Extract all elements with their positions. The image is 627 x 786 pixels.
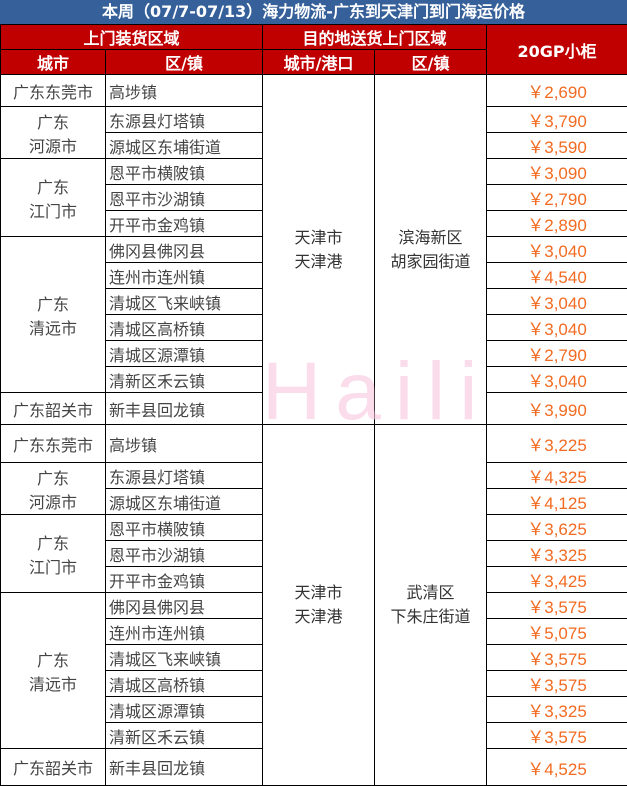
price-cell: ￥5,075 [487, 619, 627, 645]
town-cell: 新丰县回龙镇 [106, 393, 263, 425]
city-cell: 广东河源市 [1, 463, 106, 515]
price-header: 20GP小柜 [487, 25, 627, 75]
dest-town-cell: 武清区下朱庄街道 [375, 425, 487, 786]
price-cell: ￥3,590 [487, 133, 627, 159]
town-cell: 连州市连州镇 [106, 263, 263, 289]
town-cell: 清城区源潭镇 [106, 697, 263, 723]
town-cell: 清城区源潭镇 [106, 341, 263, 367]
price-cell: ￥2,890 [487, 211, 627, 237]
town-cell: 恩平市横陂镇 [106, 515, 263, 541]
town-cell: 佛冈县佛冈县 [106, 237, 263, 263]
dest-city-cell: 天津市天津港 [263, 75, 375, 425]
city-cell: 广东韶关市 [1, 749, 106, 786]
price-cell: ￥3,325 [487, 697, 627, 723]
town-header: 区/镇 [106, 50, 263, 75]
price-cell: ￥3,790 [487, 107, 627, 133]
town-cell: 恩平市横陂镇 [106, 159, 263, 185]
town-cell: 恩平市沙湖镇 [106, 541, 263, 567]
town-cell: 开平市金鸡镇 [106, 567, 263, 593]
pickup-area-header: 上门装货区域 [1, 25, 263, 50]
town-cell: 新丰县回龙镇 [106, 749, 263, 786]
town-cell: 源城区东埔街道 [106, 489, 263, 515]
dest-area-header: 目的地送货上门区域 [263, 25, 487, 50]
page-title: 本周（07/7-07/13）海力物流-广东到天津门到门海运价格 [0, 0, 627, 24]
town-cell: 清新区禾云镇 [106, 723, 263, 749]
price-cell: ￥3,990 [487, 393, 627, 425]
price-cell: ￥3,425 [487, 567, 627, 593]
town-cell: 高埗镇 [106, 75, 263, 107]
dest-city-header: 城市/港口 [263, 50, 375, 75]
price-cell: ￥3,040 [487, 289, 627, 315]
price-cell: ￥4,125 [487, 489, 627, 515]
price-cell: ￥2,790 [487, 185, 627, 211]
table-row: 广东东莞市高埗镇天津市天津港滨海新区胡家园街道￥2,690 [1, 75, 627, 107]
city-cell: 广东清远市 [1, 237, 106, 393]
price-cell: ￥3,040 [487, 237, 627, 263]
dest-town-cell: 滨海新区胡家园街道 [375, 75, 487, 425]
city-header: 城市 [1, 50, 106, 75]
town-cell: 清新区禾云镇 [106, 367, 263, 393]
price-cell: ￥4,540 [487, 263, 627, 289]
price-cell: ￥3,575 [487, 671, 627, 697]
city-cell: 广东韶关市 [1, 393, 106, 425]
city-cell: 广东东莞市 [1, 75, 106, 107]
price-cell: ￥3,040 [487, 367, 627, 393]
city-cell: 广东东莞市 [1, 425, 106, 463]
price-table: 上门装货区域 目的地送货上门区域 20GP小柜 城市 区/镇 城市/港口 区/镇… [0, 24, 627, 786]
city-cell: 广东清远市 [1, 593, 106, 749]
price-cell: ￥3,040 [487, 315, 627, 341]
price-cell: ￥4,525 [487, 749, 627, 786]
town-cell: 东源县灯塔镇 [106, 107, 263, 133]
price-cell: ￥3,325 [487, 541, 627, 567]
town-cell: 开平市金鸡镇 [106, 211, 263, 237]
city-cell: 广东江门市 [1, 515, 106, 593]
price-cell: ￥3,575 [487, 723, 627, 749]
town-cell: 东源县灯塔镇 [106, 463, 263, 489]
price-cell: ￥3,090 [487, 159, 627, 185]
price-cell: ￥2,790 [487, 341, 627, 367]
dest-town-header: 区/镇 [375, 50, 487, 75]
town-cell: 恩平市沙湖镇 [106, 185, 263, 211]
table-row: 广东东莞市高埗镇天津市天津港武清区下朱庄街道￥3,225 [1, 425, 627, 463]
town-cell: 清城区飞来峡镇 [106, 289, 263, 315]
price-cell: ￥3,575 [487, 593, 627, 619]
city-cell: 广东河源市 [1, 107, 106, 159]
price-cell: ￥4,325 [487, 463, 627, 489]
town-cell: 高埗镇 [106, 425, 263, 463]
town-cell: 清城区高桥镇 [106, 671, 263, 697]
price-cell: ￥2,690 [487, 75, 627, 107]
price-cell: ￥3,225 [487, 425, 627, 463]
town-cell: 佛冈县佛冈县 [106, 593, 263, 619]
town-cell: 清城区飞来峡镇 [106, 645, 263, 671]
price-cell: ￥3,625 [487, 515, 627, 541]
price-cell: ￥3,575 [487, 645, 627, 671]
dest-city-cell: 天津市天津港 [263, 425, 375, 786]
town-cell: 源城区东埔街道 [106, 133, 263, 159]
town-cell: 清城区高桥镇 [106, 315, 263, 341]
town-cell: 连州市连州镇 [106, 619, 263, 645]
city-cell: 广东江门市 [1, 159, 106, 237]
